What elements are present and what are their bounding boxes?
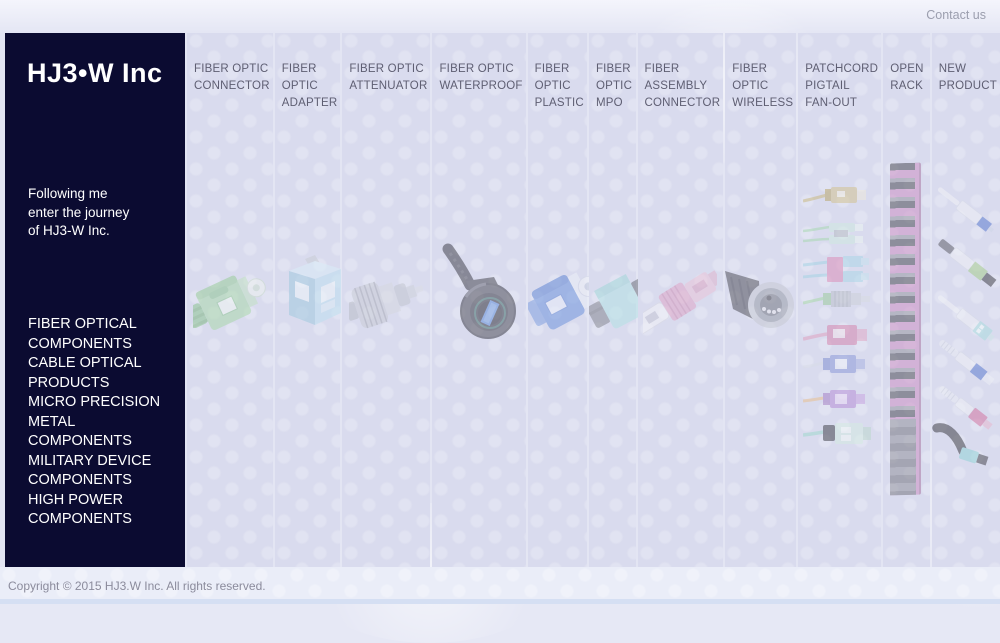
category-column-fiber-optic-waterproof[interactable]: FIBER OPTIC WATERPROOF: [432, 33, 526, 567]
category-column-open-rack[interactable]: OPEN RACK: [883, 33, 930, 567]
footer-bottom-strip: [0, 599, 1000, 604]
category-label[interactable]: FIBER OPTIC ATTENUATOR: [349, 63, 428, 92]
sidebar-intro-text: Following me enter the journey of HJ3-W …: [28, 186, 130, 238]
category-column-fiber-optic-mpo[interactable]: FIBER OPTIC MPO: [588, 33, 662, 567]
footer: Copyright © 2015 HJ3.W Inc. All rights r…: [0, 567, 1000, 604]
patchcord-connector-stack-image: [798, 183, 881, 493]
sidebar-menu: FIBER OPTICAL COMPONENTS CABLE OPTICAL P…: [28, 315, 160, 530]
contact-us-link[interactable]: Contact us: [926, 8, 986, 22]
waterproof-connector-image: [432, 215, 525, 385]
category-label[interactable]: FIBER OPTIC WATERPROOF: [439, 63, 523, 92]
category-label[interactable]: PATCHCORD PIGTAIL FAN-OUT: [805, 63, 879, 109]
sidebar-item-military-device-components[interactable]: MILITARY DEVICE COMPONENTS: [28, 452, 152, 489]
category-column-fiber-optic-adapter[interactable]: FIBER OPTIC ADAPTER: [274, 33, 341, 567]
sidebar-item-micro-precision-metal-components[interactable]: MICRO PRECISION METAL COMPONENTS: [28, 394, 161, 449]
category-column-fiber-assembly-connector[interactable]: FIBER ASSEMBLY CONNECTOR: [637, 33, 724, 567]
category-column-patchcord-pigtail-fanout[interactable]: PATCHCORD PIGTAIL FAN-OUT: [798, 33, 882, 567]
metal-attenuator-image: [342, 215, 430, 385]
sidebar: HJ3•W Inc Following me enter the journey…: [5, 33, 185, 567]
new-product-stack-image: [932, 183, 1000, 493]
sidebar-item-high-power-components[interactable]: HIGH POWER COMPONENTS: [28, 491, 132, 528]
brand-logo[interactable]: HJ3•W Inc: [27, 58, 163, 88]
category-column-fiber-optic-attenuator[interactable]: FIBER OPTIC ATTENUATOR: [342, 33, 431, 567]
category-column-fiber-optic-wireless[interactable]: FIBER OPTIC WIRELESS: [725, 33, 797, 567]
top-bar: Contact us: [0, 0, 1000, 33]
wireless-circular-connector-image: [725, 215, 796, 385]
category-column-new-product[interactable]: NEW PRODUCT: [931, 33, 1000, 567]
blue-plastic-sc-connector-image: [527, 215, 599, 385]
category-columns: FIBER OPTIC CONNECTOR: [187, 33, 1000, 567]
category-label[interactable]: FIBER OPTIC CONNECTOR: [194, 63, 270, 92]
sidebar-item-cable-optical-products[interactable]: CABLE OPTICAL PRODUCTS: [28, 355, 142, 391]
category-label[interactable]: FIBER OPTIC ADAPTER: [281, 63, 338, 109]
category-label[interactable]: FIBER OPTIC PLASTIC: [534, 63, 584, 109]
pink-assembly-connector-image: [638, 215, 724, 385]
category-column-fiber-optic-connector[interactable]: FIBER OPTIC CONNECTOR: [187, 33, 273, 567]
light-blue-adapter-image: [275, 215, 341, 385]
sidebar-item-fiber-optical-components[interactable]: FIBER OPTICAL COMPONENTS: [28, 316, 137, 352]
category-label[interactable]: FIBER OPTIC WIRELESS: [732, 63, 794, 109]
open-rack-panel-image: [890, 162, 921, 496]
category-label[interactable]: OPEN RACK: [890, 63, 924, 92]
category-label[interactable]: FIBER ASSEMBLY CONNECTOR: [644, 63, 721, 109]
category-label[interactable]: FIBER OPTIC MPO: [595, 63, 633, 109]
green-sc-connector-image: [187, 215, 273, 385]
copyright-text: Copyright © 2015 HJ3.W Inc. All rights r…: [8, 579, 266, 593]
aqua-mpo-connector-image: [588, 215, 662, 385]
category-label[interactable]: NEW PRODUCT: [938, 63, 998, 92]
category-column-fiber-optic-plastic[interactable]: FIBER OPTIC PLASTIC: [527, 33, 599, 567]
main-area: HJ3•W Inc Following me enter the journey…: [0, 3, 1000, 643]
